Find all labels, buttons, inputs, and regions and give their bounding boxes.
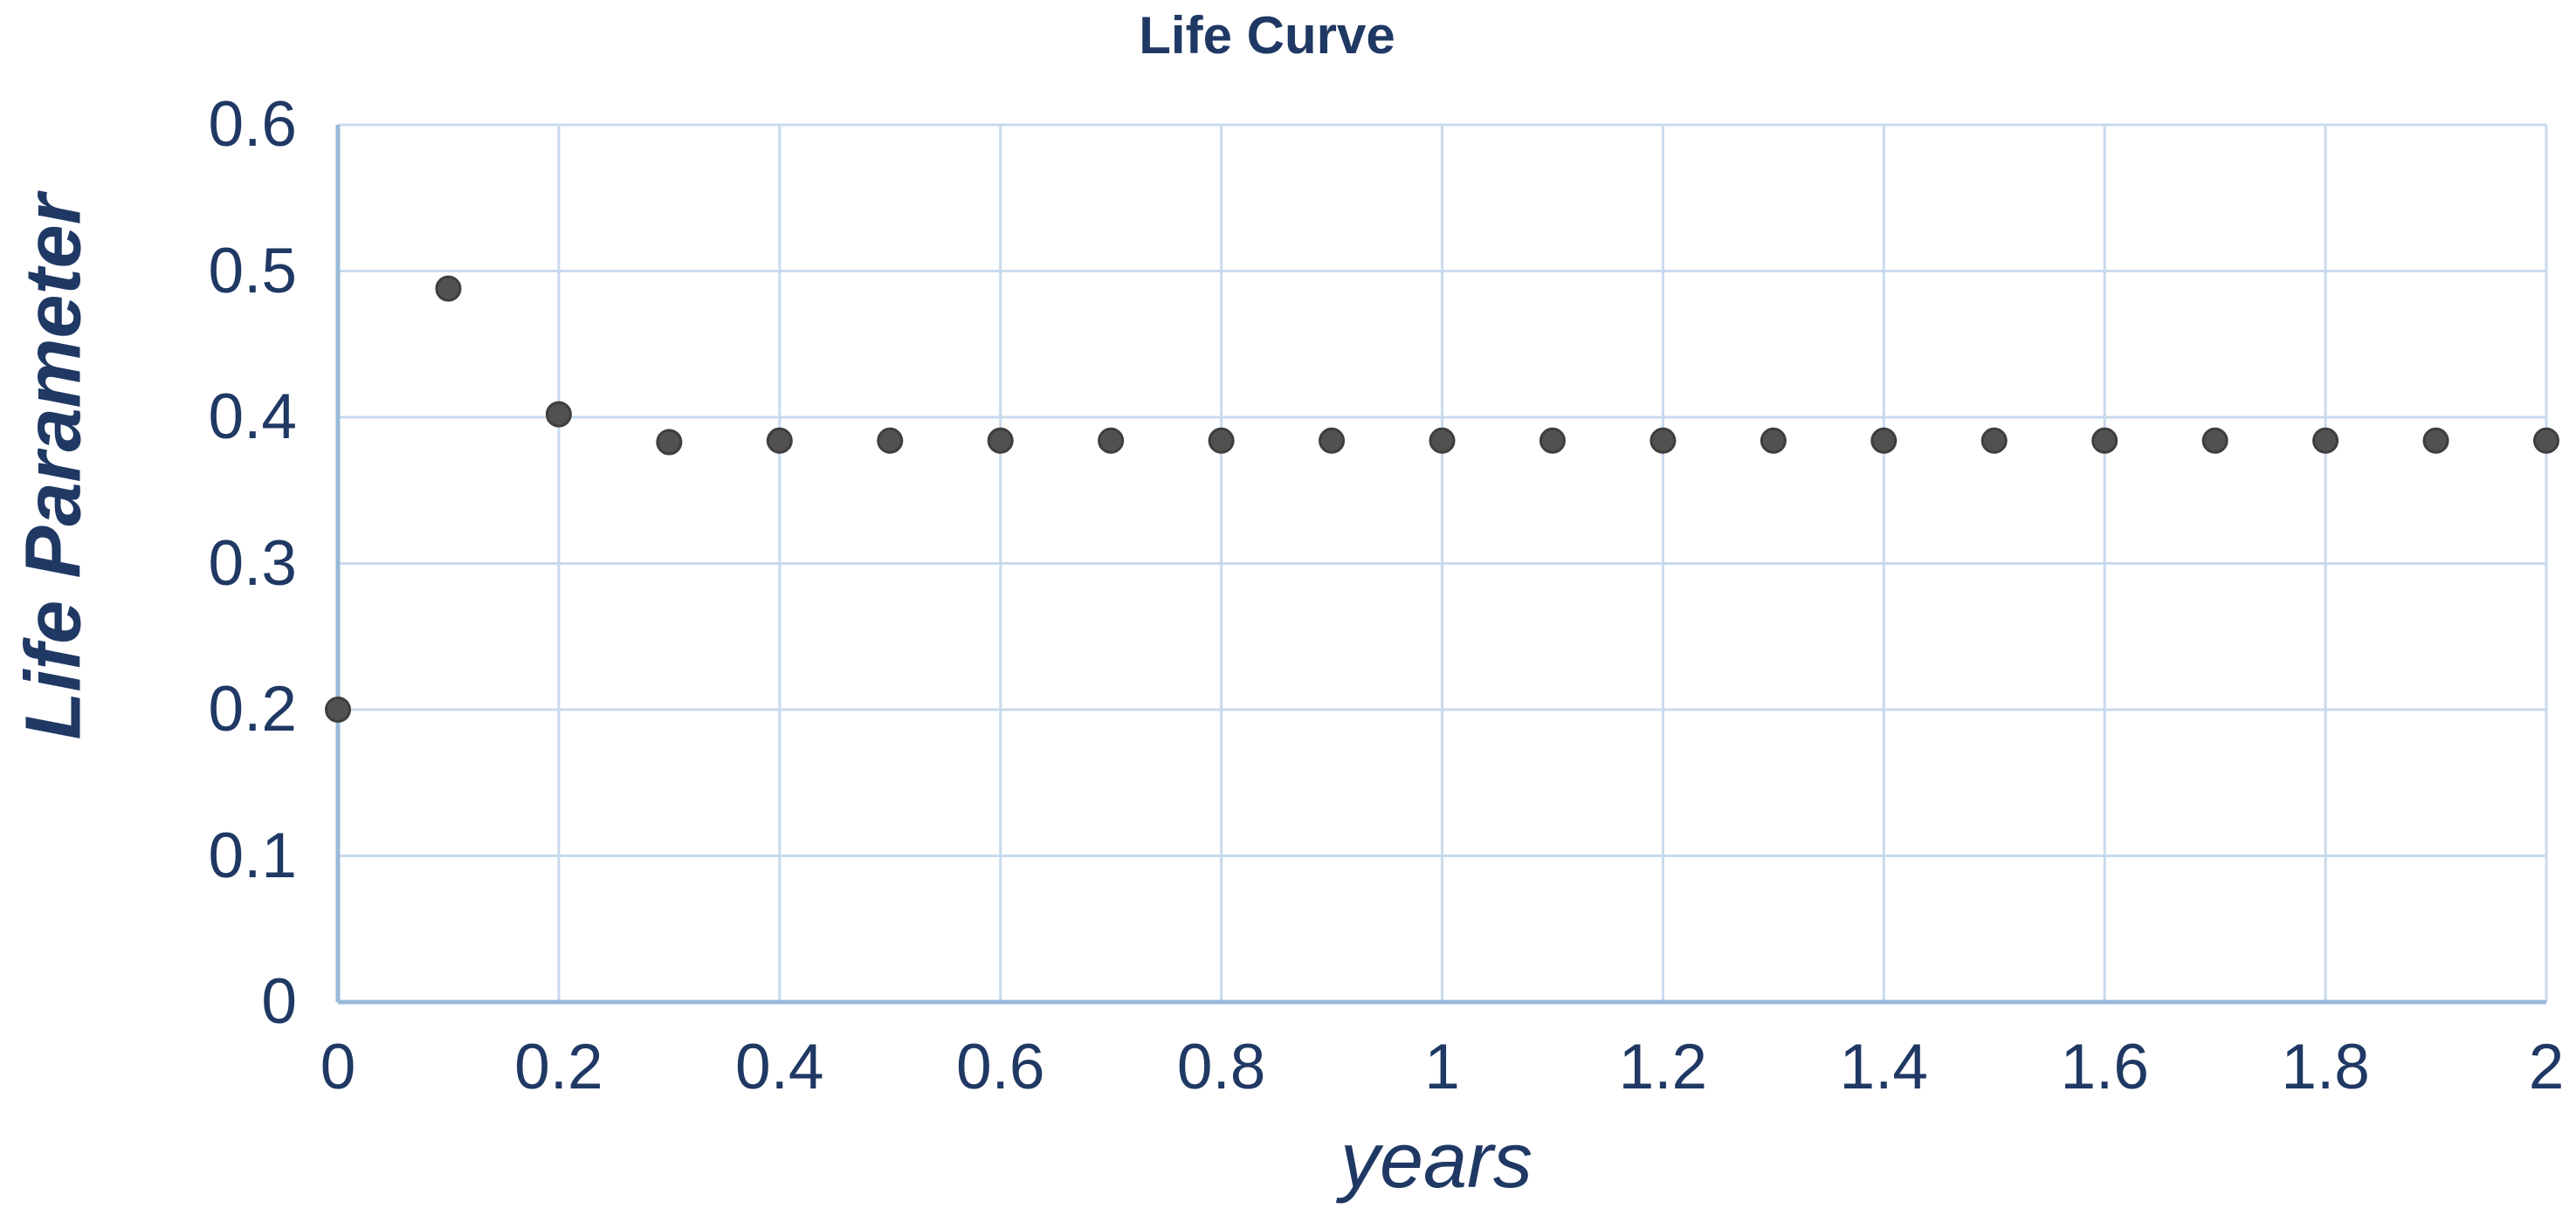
x-tick-label: 1.4 — [1839, 1032, 1929, 1102]
data-point — [1870, 427, 1898, 454]
data-point — [1760, 427, 1787, 454]
data-point — [1539, 427, 1566, 454]
data-point — [2312, 427, 2339, 454]
data-point — [2422, 427, 2449, 454]
x-tick-label: 0.4 — [735, 1032, 824, 1102]
y-tick-label: 0 — [261, 966, 297, 1037]
data-point — [435, 275, 462, 302]
data-point — [987, 427, 1014, 454]
y-tick-label: 0.3 — [208, 527, 297, 599]
data-point — [1980, 427, 2008, 454]
data-point — [656, 429, 683, 456]
data-point — [1429, 427, 1456, 454]
data-point — [1650, 427, 1677, 454]
x-tick-label: 0.2 — [514, 1032, 603, 1102]
y-tick-label: 0.2 — [208, 674, 297, 745]
x-tick-label: 2 — [2528, 1032, 2565, 1102]
data-point — [545, 401, 572, 428]
x-tick-label: 1 — [1424, 1032, 1460, 1102]
y-tick-label: 0.4 — [208, 381, 297, 452]
chart-title: Life Curve — [1139, 6, 1395, 65]
x-tick-label: 0 — [320, 1032, 356, 1102]
data-point — [1098, 427, 1125, 454]
x-tick-label: 0.6 — [955, 1032, 1045, 1102]
data-point — [325, 697, 351, 723]
x-tick-label: 0.8 — [1176, 1032, 1266, 1102]
data-point — [877, 427, 904, 454]
data-point — [766, 427, 793, 454]
data-point — [2091, 427, 2118, 454]
x-tick-label: 1.8 — [2281, 1032, 2370, 1102]
x-tick-label: 1.2 — [1618, 1032, 1708, 1102]
x-tick-label: 1.6 — [2060, 1032, 2149, 1102]
data-point — [1319, 427, 1346, 454]
data-point — [2201, 427, 2228, 454]
data-point — [1208, 427, 1235, 454]
x-axis-title: years — [1340, 1117, 1533, 1205]
y-tick-label: 0.6 — [208, 89, 297, 160]
y-tick-label: 0.5 — [208, 235, 297, 306]
data-point — [2533, 427, 2559, 454]
y-tick-label: 0.1 — [208, 820, 297, 891]
